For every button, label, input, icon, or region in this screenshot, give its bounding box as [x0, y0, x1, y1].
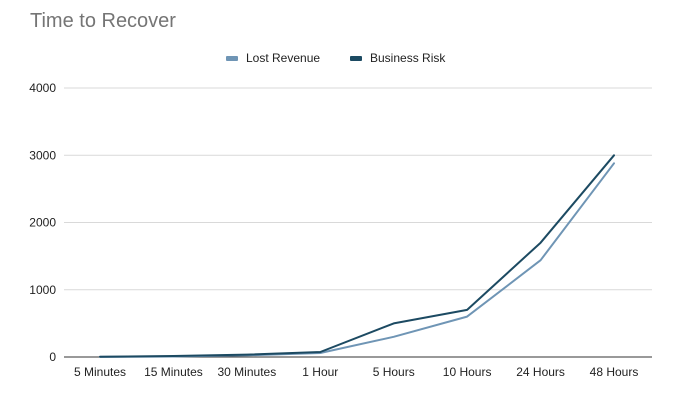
y-tick-label-3000: 3000: [29, 148, 56, 162]
x-tick-label-7: 48 Hours: [590, 365, 639, 379]
series-line-business-risk: [99, 154, 615, 358]
x-tick-label-4: 5 Hours: [373, 365, 415, 379]
chart-legend: Lost Revenue Business Risk: [0, 51, 690, 67]
y-tick-label-2000: 2000: [29, 216, 56, 230]
y-tick-label-0: 0: [49, 350, 56, 364]
x-tick-label-6: 24 Hours: [516, 365, 565, 379]
x-tick-label-3: 1 Hour: [302, 365, 338, 379]
x-tick-label-0: 5 Minutes: [74, 365, 126, 379]
y-tick-label-4000: 4000: [29, 81, 56, 95]
legend-swatch-business-risk: [350, 55, 362, 61]
legend-label-lost-revenue: Lost Revenue: [246, 51, 321, 65]
legend-swatch-lost-revenue: [226, 55, 238, 61]
y-tick-label-1000: 1000: [29, 283, 56, 297]
legend-label-business-risk: Business Risk: [370, 51, 446, 65]
chart-title: Time to Recover: [30, 10, 176, 32]
x-tick-label-1: 15 Minutes: [144, 365, 203, 379]
series-line-lost-revenue: [99, 162, 615, 358]
legend-item-lost-revenue: Lost Revenue: [226, 51, 320, 65]
x-tick-label-5: 10 Hours: [443, 365, 492, 379]
legend-item-business-risk: Business Risk: [350, 51, 445, 65]
x-tick-label-2: 30 Minutes: [218, 365, 277, 379]
